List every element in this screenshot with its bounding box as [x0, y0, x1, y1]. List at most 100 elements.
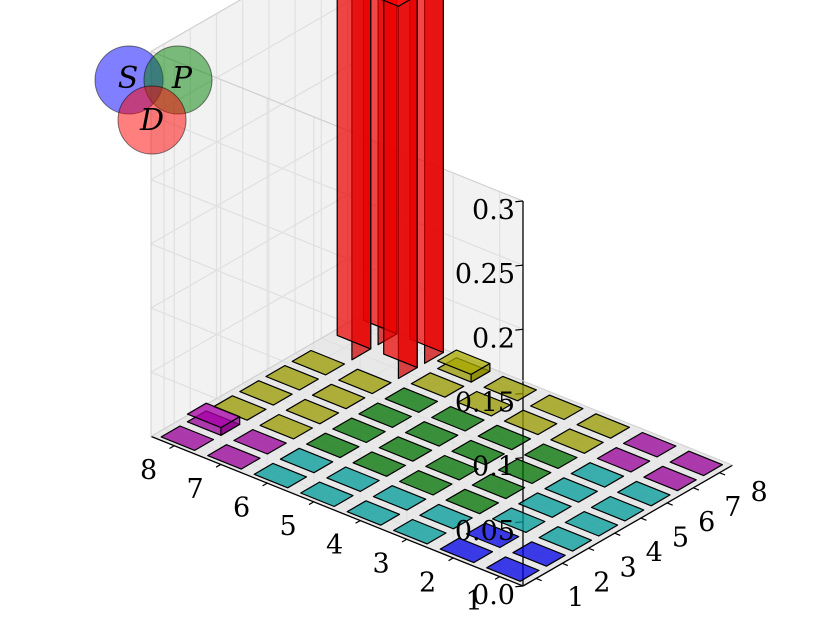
bar: [471, 473, 526, 500]
bar: [512, 541, 566, 567]
bar: [445, 488, 499, 515]
bar: [207, 444, 261, 470]
bar-top: [439, 537, 494, 564]
y-tick-label: 3: [373, 549, 390, 580]
box-edge: [150, 315, 361, 437]
bar-top: [186, 402, 241, 429]
y-tick-label: 4: [326, 530, 343, 561]
bar: [643, 465, 697, 492]
z-tick-label: 0.25: [455, 259, 515, 290]
bar: [564, 511, 619, 537]
bar-top: [643, 465, 697, 492]
bar-top: [477, 424, 532, 451]
z-tick-label: 0.15: [455, 388, 515, 419]
bar: [265, 365, 319, 391]
y-tick-mark: [494, 576, 501, 580]
x-tick-label: 8: [750, 477, 767, 508]
x-tick-mark: [693, 487, 700, 491]
bar: [524, 443, 578, 469]
z-tick-label: 0.3: [472, 195, 515, 226]
bar: [483, 375, 538, 402]
bar-top: [393, 518, 447, 545]
bar: [338, 368, 392, 395]
bar: [372, 485, 427, 511]
bar: [358, 402, 412, 428]
bar-top: [306, 432, 360, 459]
bar-top: [529, 394, 584, 421]
bar-face: [409, 0, 444, 354]
bar-top: [431, 406, 485, 432]
z-tick-mark: [515, 585, 524, 588]
bar: [486, 556, 540, 582]
bar: [497, 458, 552, 485]
bar-top: [538, 526, 593, 552]
bar-top: [160, 425, 215, 451]
bar: [518, 492, 572, 518]
bar: [477, 424, 532, 451]
bar: [669, 450, 724, 477]
bar-top: [291, 349, 346, 376]
y-axis-line: [150, 435, 524, 587]
bar: [538, 526, 593, 552]
bar-top: [410, 372, 465, 398]
bar: [393, 518, 447, 545]
bar-face: [383, 0, 418, 369]
x-tick-mark: [719, 472, 726, 476]
bar-top: [352, 451, 406, 477]
x-tick-label: 6: [698, 507, 715, 538]
bar: [570, 462, 625, 488]
bar: [336, 0, 372, 361]
x-tick-label: 2: [593, 568, 610, 599]
bar-top: [311, 383, 366, 410]
bar: [550, 428, 604, 454]
bar-top: [279, 447, 334, 474]
bar: [279, 447, 334, 474]
bar: [399, 470, 453, 496]
bar: [300, 481, 354, 508]
y-tick-label: 7: [187, 474, 204, 505]
gridline: [150, 307, 524, 459]
bar-top: [259, 413, 313, 440]
bar-top: [384, 387, 439, 413]
bar-top: [486, 556, 540, 582]
z-tick-label: 0.05: [455, 516, 515, 547]
bar-face: [336, 0, 372, 350]
z-tick-mark: [515, 264, 524, 267]
bar-top: [419, 503, 473, 530]
bar: [332, 417, 386, 444]
bar: [437, 349, 491, 383]
x-tick-label: 5: [672, 522, 689, 553]
y-tick-label: 1: [466, 586, 483, 617]
bar: [544, 477, 598, 503]
bar-top: [596, 447, 651, 473]
gridline: [150, 250, 361, 373]
bar: [410, 372, 465, 398]
y-tick-label: 5: [280, 511, 297, 542]
bar: [384, 387, 439, 413]
bar: [186, 402, 241, 436]
y-tick-mark: [169, 445, 175, 449]
bar-top: [239, 380, 293, 406]
bar: [404, 421, 459, 447]
bar-top: [570, 462, 625, 488]
bar: [160, 425, 215, 451]
box-edge: [150, 0, 242, 52]
x-tick-mark: [640, 517, 647, 521]
bar-top: [326, 466, 380, 492]
venn-circle-d: [117, 85, 187, 155]
bar: [451, 439, 505, 466]
bar: [590, 495, 645, 522]
bar-top: [265, 365, 319, 391]
gridline: [150, 186, 361, 309]
bar: [253, 462, 308, 489]
bar: [233, 429, 287, 455]
venn-label-d: D: [139, 103, 164, 138]
bar: [503, 409, 558, 436]
bar-top: [669, 450, 724, 477]
y-tick-mark: [308, 501, 315, 506]
bar: [239, 380, 293, 406]
bar-top: [483, 375, 538, 402]
venn-legend: S PD: [94, 45, 213, 155]
bar: [425, 454, 479, 481]
